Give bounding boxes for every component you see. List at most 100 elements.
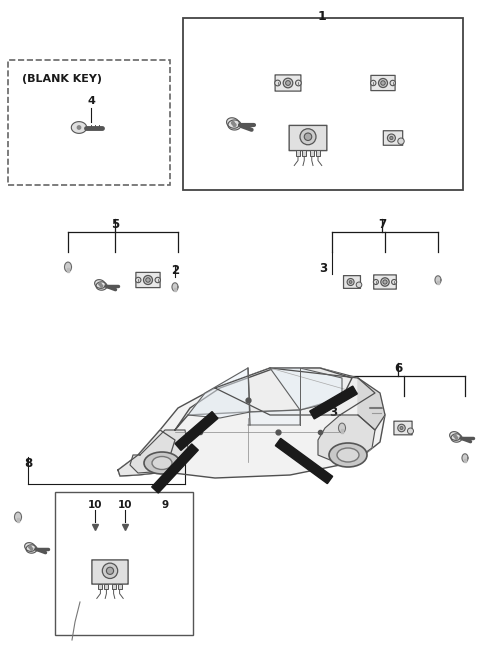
Polygon shape — [14, 512, 22, 522]
Polygon shape — [64, 262, 72, 272]
Text: 3: 3 — [329, 406, 337, 419]
Polygon shape — [450, 431, 460, 440]
FancyBboxPatch shape — [136, 273, 160, 287]
FancyBboxPatch shape — [371, 76, 395, 90]
Polygon shape — [451, 433, 462, 442]
Ellipse shape — [329, 443, 367, 467]
Circle shape — [381, 278, 389, 286]
Circle shape — [102, 563, 118, 578]
Circle shape — [99, 283, 101, 285]
Polygon shape — [172, 283, 178, 291]
Polygon shape — [276, 438, 333, 484]
Polygon shape — [270, 368, 342, 410]
Polygon shape — [67, 269, 70, 272]
Circle shape — [29, 546, 31, 548]
Polygon shape — [118, 430, 175, 476]
Ellipse shape — [144, 452, 180, 474]
Polygon shape — [358, 378, 385, 430]
Polygon shape — [24, 543, 36, 551]
Bar — [105, 584, 108, 589]
Polygon shape — [175, 368, 352, 430]
Polygon shape — [26, 545, 37, 553]
Circle shape — [100, 285, 103, 287]
Text: 6: 6 — [394, 362, 402, 375]
Circle shape — [387, 134, 396, 142]
FancyBboxPatch shape — [384, 131, 403, 145]
Circle shape — [400, 427, 403, 429]
Circle shape — [383, 280, 387, 284]
Circle shape — [347, 279, 354, 285]
Circle shape — [373, 279, 378, 285]
Circle shape — [349, 281, 352, 283]
Polygon shape — [227, 118, 240, 128]
Bar — [183, 18, 463, 190]
Circle shape — [107, 567, 114, 574]
Circle shape — [454, 435, 456, 438]
Circle shape — [155, 277, 160, 283]
Polygon shape — [118, 368, 385, 478]
Circle shape — [77, 126, 81, 129]
Bar — [310, 150, 314, 155]
Circle shape — [381, 81, 385, 85]
Text: 9: 9 — [161, 500, 168, 510]
Circle shape — [144, 275, 153, 285]
Bar — [296, 150, 300, 155]
Circle shape — [233, 123, 236, 127]
Bar — [8, 60, 170, 185]
Polygon shape — [152, 444, 198, 493]
Text: 2: 2 — [171, 264, 179, 277]
Polygon shape — [318, 415, 375, 462]
Circle shape — [231, 121, 234, 125]
Circle shape — [398, 424, 405, 431]
Polygon shape — [72, 122, 87, 133]
Polygon shape — [175, 411, 218, 450]
Circle shape — [304, 133, 312, 141]
FancyBboxPatch shape — [275, 75, 301, 91]
Polygon shape — [341, 429, 343, 433]
Text: 10: 10 — [118, 500, 132, 510]
FancyBboxPatch shape — [289, 125, 327, 151]
Bar — [98, 584, 102, 589]
Circle shape — [286, 80, 290, 85]
Text: (BLANK KEY): (BLANK KEY) — [22, 74, 102, 84]
Text: 3: 3 — [319, 262, 327, 275]
FancyBboxPatch shape — [344, 275, 360, 288]
Circle shape — [392, 279, 396, 285]
Polygon shape — [95, 279, 105, 288]
Bar — [316, 150, 320, 155]
Polygon shape — [17, 519, 19, 522]
Circle shape — [275, 80, 280, 86]
Ellipse shape — [337, 448, 359, 462]
Text: 7: 7 — [378, 218, 386, 231]
Bar — [302, 150, 306, 155]
Text: 1: 1 — [318, 10, 326, 23]
Circle shape — [371, 80, 376, 86]
FancyBboxPatch shape — [394, 421, 412, 435]
Circle shape — [398, 138, 404, 145]
Circle shape — [456, 437, 458, 440]
Polygon shape — [310, 386, 357, 419]
Circle shape — [30, 548, 33, 550]
Polygon shape — [462, 454, 468, 462]
Text: 8: 8 — [24, 457, 32, 470]
Polygon shape — [215, 368, 375, 415]
Bar — [118, 584, 121, 589]
Polygon shape — [248, 410, 300, 425]
Circle shape — [379, 78, 387, 88]
FancyBboxPatch shape — [92, 560, 128, 584]
Polygon shape — [174, 288, 176, 291]
Text: 5: 5 — [111, 218, 119, 231]
Polygon shape — [228, 120, 241, 130]
Circle shape — [135, 277, 141, 283]
Circle shape — [390, 137, 393, 139]
Polygon shape — [96, 282, 107, 290]
Circle shape — [356, 282, 362, 287]
Polygon shape — [464, 459, 466, 462]
Polygon shape — [437, 281, 439, 284]
FancyBboxPatch shape — [374, 275, 396, 289]
Circle shape — [283, 78, 293, 88]
Circle shape — [390, 80, 396, 86]
Bar — [55, 492, 193, 635]
Polygon shape — [188, 368, 250, 418]
Circle shape — [146, 278, 150, 282]
